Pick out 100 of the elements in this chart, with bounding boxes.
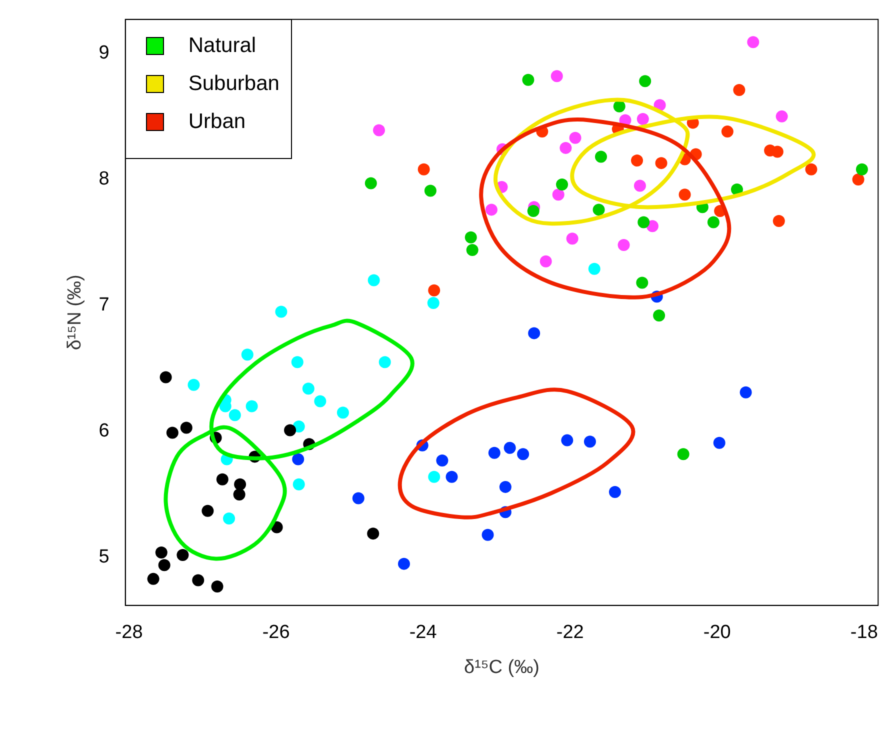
point bbox=[233, 488, 246, 500]
x-tick-label: -20 bbox=[703, 622, 731, 644]
point bbox=[155, 546, 168, 558]
point bbox=[560, 142, 572, 154]
point bbox=[569, 132, 582, 144]
x-axis-title: δ¹⁵C (‰) bbox=[464, 656, 540, 678]
point bbox=[202, 504, 214, 517]
point bbox=[147, 572, 160, 585]
point bbox=[464, 231, 477, 244]
point bbox=[772, 215, 785, 228]
point bbox=[314, 395, 326, 408]
point bbox=[234, 478, 246, 490]
point bbox=[566, 232, 578, 245]
point bbox=[428, 284, 440, 296]
x-tick-label: -24 bbox=[409, 622, 438, 644]
x-tick-label: -18 bbox=[850, 622, 878, 644]
point bbox=[528, 327, 540, 340]
point bbox=[292, 478, 305, 490]
legend-label: Urban bbox=[188, 110, 246, 134]
point bbox=[639, 75, 652, 88]
point bbox=[176, 548, 189, 561]
point bbox=[302, 382, 314, 395]
point bbox=[522, 74, 534, 86]
point bbox=[398, 558, 410, 570]
point bbox=[707, 216, 720, 228]
point bbox=[378, 356, 391, 368]
point bbox=[485, 204, 498, 216]
point bbox=[678, 188, 691, 201]
point bbox=[747, 36, 760, 48]
y-tick-label: 8 bbox=[98, 168, 110, 190]
point bbox=[634, 180, 646, 192]
point bbox=[618, 238, 630, 251]
point bbox=[228, 409, 241, 422]
point bbox=[466, 244, 478, 256]
point bbox=[368, 274, 380, 286]
y-axis-title: δ¹⁵N (‰) bbox=[64, 274, 86, 350]
point bbox=[160, 371, 172, 384]
point bbox=[594, 150, 607, 163]
point bbox=[427, 296, 440, 309]
y-tick-label: 7 bbox=[98, 294, 110, 316]
point bbox=[556, 178, 568, 190]
point bbox=[241, 348, 254, 361]
point bbox=[246, 400, 258, 412]
y-tick-label: 5 bbox=[98, 546, 110, 568]
point bbox=[584, 436, 596, 448]
point bbox=[211, 580, 224, 592]
point bbox=[733, 84, 746, 96]
point bbox=[292, 420, 305, 432]
point bbox=[552, 188, 564, 201]
point bbox=[166, 426, 178, 439]
point bbox=[292, 453, 304, 466]
point bbox=[436, 454, 448, 466]
point bbox=[653, 310, 666, 322]
point bbox=[336, 406, 349, 419]
point bbox=[631, 154, 644, 167]
point bbox=[713, 436, 726, 449]
point bbox=[561, 434, 574, 446]
point bbox=[638, 216, 650, 228]
point bbox=[517, 448, 530, 460]
point bbox=[482, 528, 494, 541]
point bbox=[588, 262, 600, 275]
point bbox=[721, 126, 734, 138]
point bbox=[364, 177, 377, 190]
point bbox=[527, 204, 540, 217]
point bbox=[192, 574, 204, 586]
point bbox=[284, 424, 296, 436]
x-tick-label: -22 bbox=[556, 622, 584, 644]
point bbox=[677, 448, 690, 460]
x-tick-label: -26 bbox=[262, 622, 290, 644]
point bbox=[275, 306, 288, 318]
point bbox=[550, 70, 563, 82]
point bbox=[428, 470, 440, 483]
legend-label: Natural bbox=[188, 34, 256, 58]
point bbox=[608, 486, 621, 498]
point bbox=[771, 146, 784, 158]
point bbox=[216, 473, 228, 486]
point bbox=[592, 204, 605, 216]
point bbox=[352, 492, 364, 504]
point bbox=[852, 173, 864, 186]
point bbox=[291, 356, 304, 368]
point bbox=[223, 512, 236, 524]
legend-label: Suburban bbox=[188, 72, 280, 96]
point bbox=[740, 386, 752, 398]
point bbox=[446, 470, 458, 483]
point bbox=[636, 276, 648, 289]
point bbox=[540, 255, 552, 268]
point bbox=[499, 480, 512, 493]
point bbox=[418, 163, 430, 176]
point bbox=[367, 528, 380, 540]
point bbox=[805, 163, 818, 176]
point bbox=[188, 378, 200, 391]
point bbox=[180, 422, 192, 434]
point bbox=[372, 124, 385, 136]
y-tick-label: 9 bbox=[98, 42, 110, 64]
point bbox=[488, 446, 500, 459]
point bbox=[636, 112, 649, 125]
point bbox=[655, 157, 668, 170]
point bbox=[424, 184, 436, 197]
point bbox=[856, 163, 868, 176]
y-tick-label: 6 bbox=[98, 420, 110, 442]
